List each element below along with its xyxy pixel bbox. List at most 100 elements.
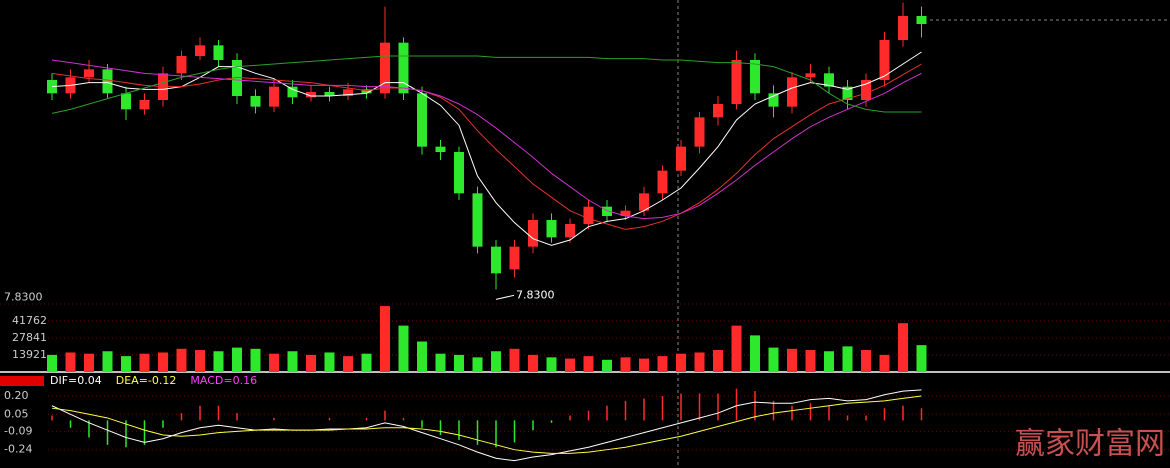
volume-bar [195,350,205,372]
candle-body [232,60,242,96]
candle-body [916,16,927,24]
volume-bar [750,335,760,372]
volume-bar [454,354,464,372]
volume-bar [898,323,908,372]
y-tick-label: 41762 [12,314,47,327]
candle-body [361,89,372,94]
legend-entry: DEA=-0.12 [116,374,177,387]
candle-body [713,104,723,118]
candle-body [676,146,686,171]
candle-body [380,42,390,94]
volume-bar [676,353,686,372]
volume-bar [472,357,483,372]
candle-body [861,80,871,100]
candle-body [750,60,760,94]
volume-bar [176,348,187,372]
candle-body [250,96,261,107]
volume-bar [916,345,927,372]
volume-bar [565,358,575,372]
candle-body [121,93,131,110]
candle-body [195,45,205,56]
volume-bar [842,346,853,372]
candle-body [639,193,649,211]
volume-bar [583,356,594,372]
y-tick-label: 0.20 [4,389,29,402]
volume-bar [509,348,520,372]
y-tick-label: 13921 [12,348,47,361]
candle-body [324,92,335,96]
volume-bar [861,350,871,372]
moving-average [51,59,922,220]
volume-bar [232,347,242,372]
volume-bar [65,352,76,372]
candle-body [47,80,57,94]
legend-entry: DIF=0.04 [50,374,102,387]
candle-body [472,193,483,247]
y-tick-label: 27841 [12,331,47,344]
volume-bar [879,354,890,372]
volume-bar [787,348,797,372]
volume-bar [620,357,631,372]
candle-body [694,117,705,147]
y-tick-label: 7.8300 [4,290,43,303]
candle-body [842,86,853,100]
volume-bar [528,354,538,372]
volume-bar [546,357,557,372]
candle-body [509,246,520,270]
candle-body [565,224,575,238]
macd-line [51,389,922,462]
annotation-label: 7.8300 [516,288,555,301]
volume-bar [380,306,390,372]
candle-body [620,210,631,216]
volume-bar [269,353,279,372]
volume-bar [694,352,705,372]
candle-body [287,86,298,98]
candle-body [139,100,150,110]
volume-bar [213,351,224,372]
volume-bar [287,351,298,372]
volume-bar [731,325,742,372]
candle-body [102,69,113,94]
volume-bar [343,356,353,372]
volume-bar [435,353,446,372]
candle-body [269,86,279,107]
candle-body [805,73,816,78]
volume-bar [158,352,168,372]
candle-body [546,220,557,238]
y-tick-label: -0.09 [4,424,32,437]
volume-bar [139,353,150,372]
candle-body [84,69,94,78]
candle-body [657,170,668,194]
y-tick-label: 0.05 [4,407,29,420]
volume-bar [602,359,612,372]
candle-body [491,246,501,274]
candle-body [898,16,908,40]
volume-bar [102,351,113,372]
volume-bar [121,356,131,372]
volume-bar [824,351,834,372]
volume-bar [713,350,723,372]
volume-bar [491,351,501,372]
macd-line [51,395,922,454]
volume-bar [657,356,668,372]
volume-bar [768,347,779,372]
candle-body [583,206,594,224]
candle-body [602,206,612,216]
indicator-tab [0,376,44,386]
candle-body [435,146,446,152]
volume-bar [47,354,57,372]
candle-body [731,60,742,104]
candle-body [306,92,316,98]
candle-body [343,89,353,96]
legend-entry: MACD=0.16 [190,374,257,387]
candle-body [417,93,427,147]
volume-bar [250,348,261,372]
candle-body [528,220,538,247]
candle-body [768,93,779,107]
candle-body [824,73,834,87]
volume-bar [361,353,372,372]
y-tick-label: -0.24 [4,443,32,456]
moving-average [51,51,922,246]
candle-body [213,45,224,60]
